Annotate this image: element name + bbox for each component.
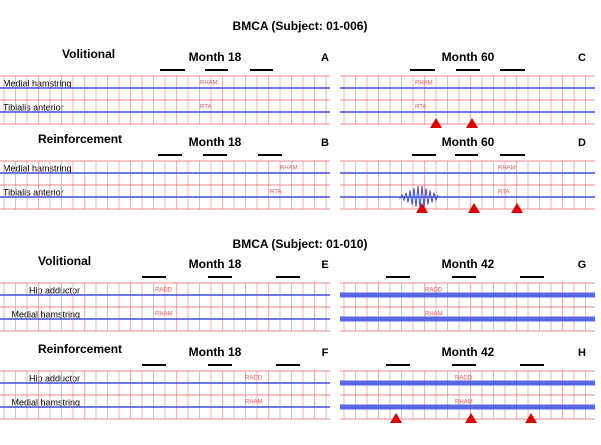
month-label: Month 18 [189,135,242,149]
condition-label: Reinforcement [38,132,122,146]
channel-code: RTA [270,190,281,196]
emg-burst [399,186,439,210]
month-label: Month 18 [189,257,242,271]
channel-code: RHAM [245,400,263,406]
section-title: BMCA (Subject: 01-010) [233,237,368,251]
condition-label: Reinforcement [38,342,122,356]
channel-code: RHAM [425,312,443,318]
channel-label: Medial hamstring [11,397,80,407]
channel-label: Medial hamstring [3,163,72,173]
arrow-marker [466,118,478,128]
condition-label: Volitional [38,254,91,268]
panel-letter: H [578,347,586,359]
month-label: Month 42 [442,257,495,271]
month-label: Month 42 [442,345,495,359]
channel-code: RHAM [415,81,433,87]
channel-code: RADD [425,288,443,294]
arrow-marker [525,413,537,423]
channel-label: Tibialis anterior [3,102,64,112]
panel-letter: E [321,259,328,271]
channel-code: RTA [200,105,211,111]
arrow-marker [465,413,477,423]
section-title: BMCA (Subject: 01-006) [233,19,368,33]
channel-label: Hip adductor [29,373,80,383]
arrow-marker [430,118,442,128]
arrow-marker [390,413,402,423]
panel-letter: D [578,137,586,149]
channel-code: RTA [498,190,509,196]
channel-label: Tibialis anterior [3,187,64,197]
panel-letter: A [321,52,329,64]
panel-letter: B [321,137,329,149]
month-label: Month 60 [442,50,495,64]
channel-code: RHAM [498,166,516,172]
panel-letter: C [578,52,586,64]
panel-letter: F [322,347,329,359]
month-label: Month 18 [189,345,242,359]
arrow-marker [416,203,428,213]
channel-label: Medial hamstring [11,309,80,319]
arrow-marker [468,203,480,213]
channel-code: RTA [415,105,426,111]
channel-code: RHAM [455,400,473,406]
channel-code: RADD [155,288,173,294]
channel-code: RHAM [200,81,218,87]
channel-label: Hip adductor [29,285,80,295]
month-label: Month 18 [189,50,242,64]
channel-code: RHAM [155,312,173,318]
channel-code: RADD [455,376,473,382]
channel-code: RHAM [280,166,298,172]
month-label: Month 60 [442,135,495,149]
condition-label: Volitional [62,47,115,61]
channel-label: Medial hamstring [3,78,72,88]
channel-code: RADD [245,376,263,382]
panel-letter: G [578,259,587,271]
arrow-marker [511,203,523,213]
